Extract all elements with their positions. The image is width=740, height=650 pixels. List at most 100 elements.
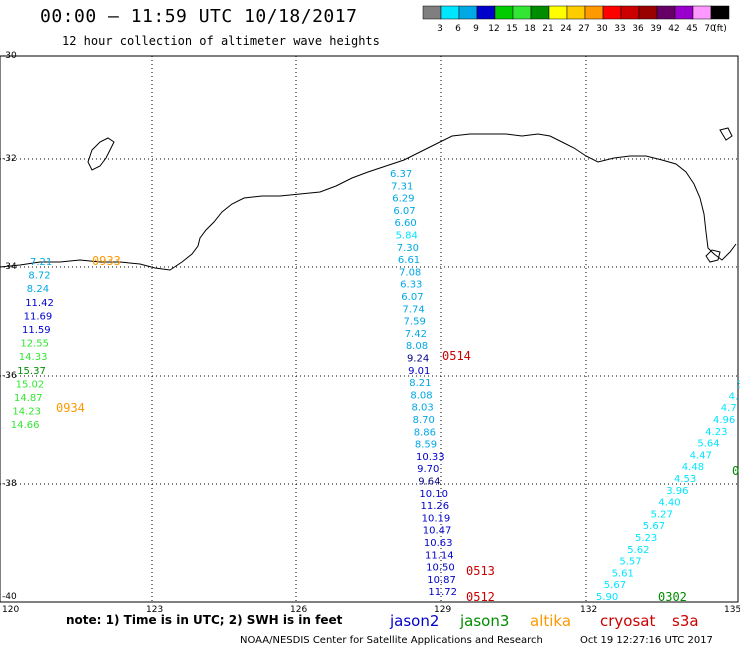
map-subtitle: 12 hour collection of altimeter wave hei… — [62, 34, 380, 48]
wave-height-value: 7.31 — [391, 181, 413, 192]
legend-label: 15 — [506, 24, 517, 34]
legend-unit: (ft) — [713, 24, 727, 34]
legend-label: 24 — [560, 24, 572, 34]
legend-label: 30 — [596, 24, 608, 34]
wave-height-value: 3.96 — [666, 486, 688, 497]
wave-height-value: 6.60 — [395, 218, 417, 229]
wave-height-value: 4.48 — [682, 462, 704, 473]
satellite-name-altika: altika — [530, 612, 571, 630]
wave-height-value: 14.23 — [12, 407, 41, 418]
legend-swatch — [458, 5, 478, 20]
wave-height-value: 4.96 — [713, 415, 735, 426]
legend-swatch — [476, 5, 496, 20]
wave-height-value: 7.74 — [402, 304, 424, 315]
satellite-legend: jason2 jason3 altika cryosat s3a — [389, 612, 699, 630]
wave-height-value: 5.61 — [612, 568, 634, 579]
legend-label: 18 — [524, 24, 536, 34]
legend-label: 6 — [455, 24, 461, 34]
lat-tick-label: -40 — [2, 592, 17, 602]
legend-label: 45 — [686, 24, 697, 34]
wave-height-value: 12.55 — [20, 339, 49, 350]
credit-text: NOAA/NESDIS Center for Satellite Applica… — [240, 635, 543, 646]
lat-tick-label: -34 — [2, 262, 17, 272]
wave-height-value: 7.42 — [405, 329, 427, 340]
wave-height-value: 4.40 — [658, 498, 680, 509]
lon-tick-label: 132 — [580, 605, 597, 615]
wave-height-value: 8.24 — [27, 284, 49, 295]
wave-height-value: 5.57 — [619, 557, 641, 568]
wave-height-value: 5.62 — [627, 545, 649, 556]
wave-height-value: 4.53 — [674, 474, 696, 485]
legend-swatch — [620, 5, 640, 20]
coastline-australia — [0, 133, 737, 271]
legend-label: 42 — [668, 24, 679, 34]
legend-swatch — [674, 5, 694, 20]
wave-height-value: 8.03 — [411, 403, 433, 414]
wave-height-value: 11.42 — [25, 298, 54, 309]
legend-label: 12 — [488, 24, 499, 34]
wave-height-value: 4.7 — [721, 403, 737, 414]
wave-height-value: 10.47 — [423, 526, 452, 537]
wave-height-value: 10.87 — [427, 575, 456, 586]
satellite-name-s3a: s3a — [672, 612, 699, 630]
wave-height-value: 5.84 — [396, 231, 418, 242]
wave-height-value: 8.08 — [406, 341, 428, 352]
legend-swatch — [692, 5, 712, 20]
legend-swatch — [548, 5, 568, 20]
wave-height-value: 5.23 — [635, 533, 657, 544]
satellite-name-jason3: jason3 — [459, 612, 509, 630]
wave-height-value: 6.07 — [393, 206, 415, 217]
wave-height-value: 10.50 — [426, 563, 455, 574]
wave-height-value: 11.14 — [425, 550, 454, 561]
wave-height-value: 4. — [729, 391, 739, 402]
pass-time-label: 0514 — [442, 349, 471, 363]
legend-swatch — [530, 5, 550, 20]
legend-label: 39 — [650, 24, 662, 34]
map-title: 00:00 – 11:59 UTC 10/18/2017 — [40, 6, 358, 27]
legend-swatch — [584, 5, 604, 20]
wave-height-value: 9.64 — [418, 477, 440, 488]
lat-tick-label: -32 — [2, 154, 17, 164]
wave-height-value: 10.63 — [424, 538, 453, 549]
lon-tick-label: 120 — [2, 605, 19, 615]
color-legend: 3 6 9 12 15 18 21 24 27 30 33 36 39 42 45 70(ft) — [422, 5, 730, 34]
legend-label: 70 — [704, 24, 716, 34]
longitude-labels: 120 123 126 129 132 135 — [2, 605, 740, 615]
wave-height-value: 8.59 — [415, 440, 437, 451]
wave-height-value: 15.37 — [17, 366, 46, 377]
pass-time-label: 0302 — [658, 590, 687, 604]
legend-swatch — [494, 5, 514, 20]
wave-height-value: 6.33 — [400, 280, 422, 291]
pass-time-label: 0 — [732, 464, 739, 478]
legend-swatch — [638, 5, 658, 20]
legend-label: 27 — [578, 24, 589, 34]
generated-timestamp: Oct 19 12:27:16 UTC 2017 — [580, 635, 713, 646]
legend-swatch — [440, 5, 460, 20]
legend-swatch — [710, 5, 730, 20]
wave-height-value: 6.07 — [401, 292, 423, 303]
lon-tick-label: 135 — [724, 605, 740, 615]
wave-height-value: 8.86 — [414, 427, 436, 438]
wave-height-value: 8.72 — [28, 271, 50, 282]
wave-height-value: 4.47 — [690, 450, 712, 461]
legend-swatch — [512, 5, 532, 20]
wave-height-value: 10.19 — [422, 513, 451, 524]
wave-height-value: 11.26 — [421, 501, 450, 512]
wave-height-value: 11.72 — [428, 587, 457, 598]
pass-time-label: 0934 — [56, 401, 85, 415]
map-frame — [0, 55, 739, 603]
wave-height-value: 5.67 — [643, 521, 665, 532]
wave-height-value: 8.08 — [410, 390, 432, 401]
island-northwest — [87, 137, 115, 171]
lat-tick-label: -36 — [2, 371, 17, 381]
wave-height-value: 6.37 — [390, 169, 412, 180]
wave-height-value: 3 — [736, 380, 740, 391]
wave-height-value: 5.27 — [651, 509, 673, 520]
wave-height-value: 9.24 — [407, 354, 429, 365]
wave-height-value: 4.23 — [705, 427, 727, 438]
wave-height-value: 5.90 — [596, 592, 618, 603]
legend-swatch — [566, 5, 586, 20]
legend-label: 3 — [437, 24, 443, 34]
wave-height-value: 8.70 — [413, 415, 435, 426]
